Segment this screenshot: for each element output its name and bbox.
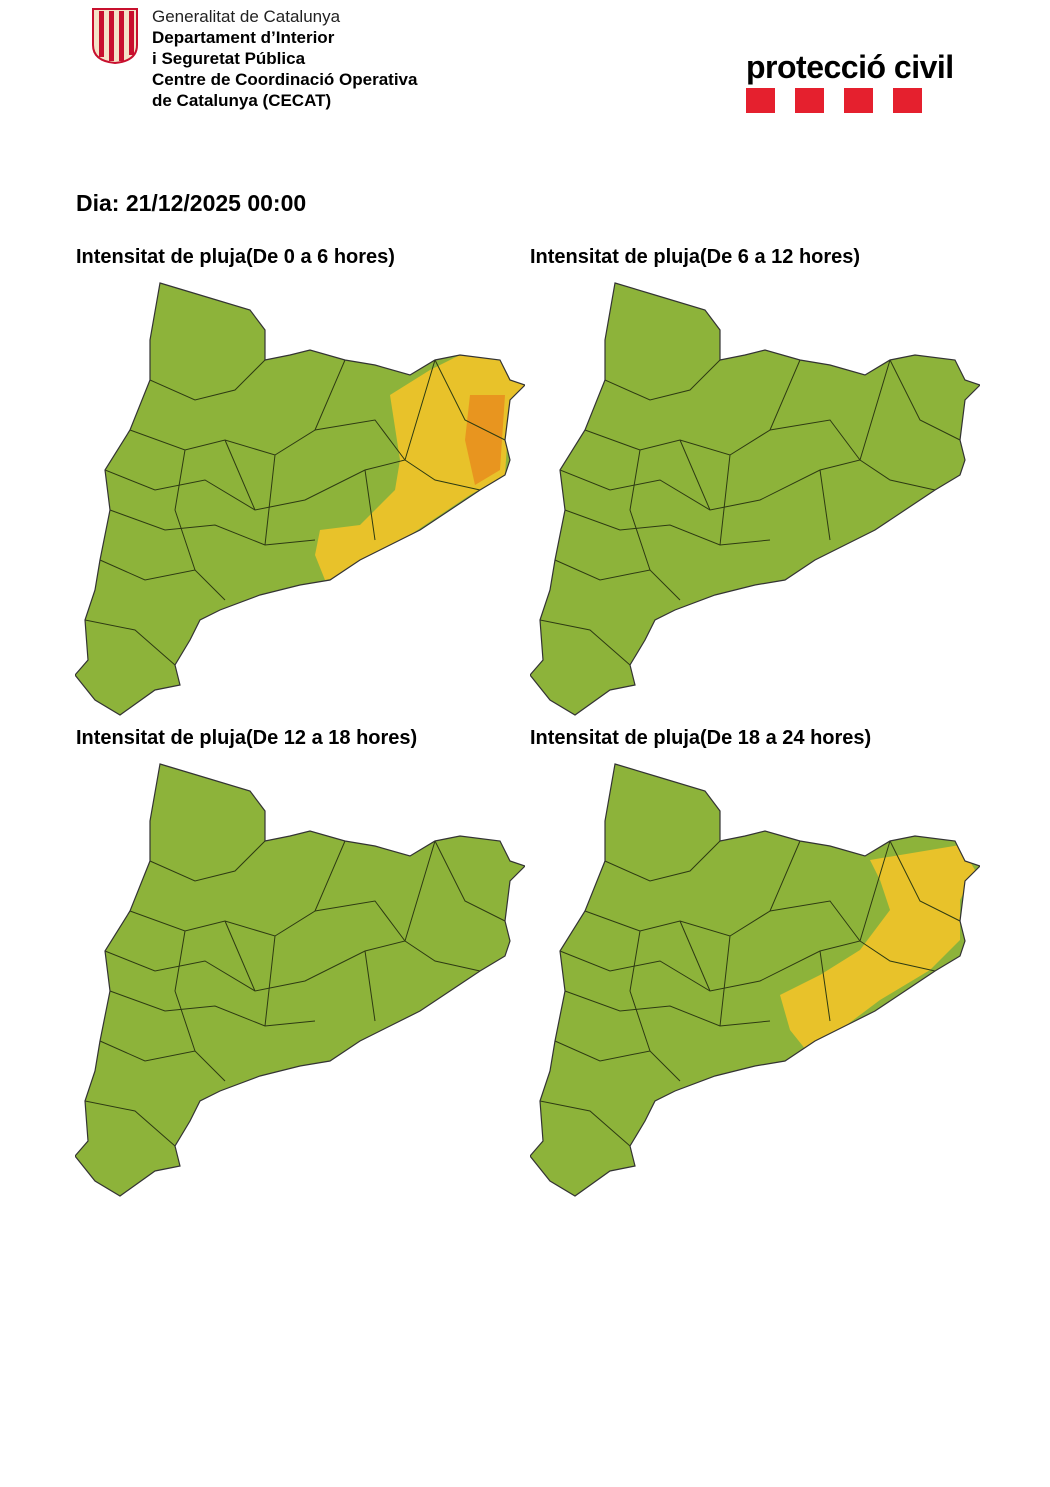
comarca-border bbox=[554, 559, 681, 601]
map-title-0-6: Intensitat de pluja(De 0 a 6 hores) bbox=[76, 246, 395, 268]
comarca-border bbox=[819, 469, 831, 541]
comarca-border bbox=[564, 990, 771, 1027]
comarca-border bbox=[109, 990, 316, 1027]
comarca-border bbox=[769, 419, 861, 461]
comarca-border bbox=[539, 619, 631, 666]
comarca-border bbox=[404, 940, 481, 972]
comarca-border bbox=[819, 950, 831, 1022]
rain-map-12-18 bbox=[75, 763, 525, 1197]
comarca-border bbox=[859, 940, 936, 972]
comarca-border bbox=[769, 900, 861, 942]
rain-map-0-6 bbox=[75, 282, 525, 716]
comarca-border bbox=[434, 359, 506, 441]
comarca-border bbox=[174, 449, 196, 571]
catalonia-outline bbox=[75, 763, 525, 1197]
brand-squares bbox=[746, 88, 954, 113]
comarca-border bbox=[174, 930, 196, 1052]
map-title-18-24: Intensitat de pluja(De 18 a 24 hores) bbox=[530, 727, 872, 749]
catalonia-outline bbox=[530, 282, 980, 716]
comarca-border bbox=[364, 950, 376, 1022]
org-line: i Seguretat Pública bbox=[152, 49, 306, 68]
comarca-border bbox=[109, 509, 316, 546]
comarca-border bbox=[679, 439, 711, 511]
org-line: Departament d’Interior bbox=[152, 28, 335, 47]
organization-name: Generalitat de Catalunya Departament d’I… bbox=[152, 6, 417, 111]
comarca-border bbox=[889, 840, 961, 922]
rain-zone-moderate bbox=[780, 845, 975, 1055]
catalonia-outline bbox=[75, 282, 525, 716]
catalonia-region-low bbox=[530, 764, 980, 1196]
comarca-border bbox=[264, 454, 276, 546]
comarca-border bbox=[149, 359, 266, 401]
catalonia-region-low bbox=[75, 764, 525, 1196]
comarca-border bbox=[364, 469, 376, 541]
comarca-border bbox=[84, 1100, 176, 1147]
comarca-border bbox=[559, 359, 891, 511]
brand-text: protecció civil bbox=[746, 49, 954, 85]
comarca-border bbox=[129, 359, 346, 456]
catalonia-region-low bbox=[530, 283, 980, 715]
comarca-border bbox=[629, 449, 651, 571]
proteccio-civil-logo: protecció civil bbox=[746, 48, 954, 113]
rain-map-6-12 bbox=[530, 282, 980, 716]
catalonia-outline bbox=[530, 763, 980, 1197]
comarca-border bbox=[564, 509, 771, 546]
rain-map-18-24 bbox=[530, 763, 980, 1197]
comarca-border bbox=[539, 1100, 631, 1147]
comarca-border bbox=[584, 359, 801, 456]
comarca-border bbox=[434, 840, 506, 922]
comarca-border bbox=[559, 840, 891, 992]
comarca-border bbox=[679, 920, 711, 992]
map-title-12-18: Intensitat de pluja(De 12 a 18 hores) bbox=[76, 727, 418, 749]
org-line: de Catalunya (CECAT) bbox=[152, 91, 332, 110]
comarca-border bbox=[554, 1040, 681, 1082]
comarca-border bbox=[604, 359, 721, 401]
comarca-border bbox=[99, 559, 226, 601]
comarca-border bbox=[719, 935, 731, 1027]
comarca-border bbox=[84, 619, 176, 666]
comarca-border bbox=[99, 1040, 226, 1082]
comarca-border bbox=[264, 935, 276, 1027]
comarca-border bbox=[129, 840, 346, 937]
comarca-border bbox=[104, 359, 436, 511]
comarca-border bbox=[859, 459, 936, 491]
comarca-border bbox=[889, 359, 961, 441]
forecast-date: Dia: 21/12/2025 00:00 bbox=[76, 190, 307, 216]
comarca-border bbox=[314, 419, 406, 461]
org-line: Generalitat de Catalunya bbox=[152, 7, 341, 26]
comarca-border bbox=[104, 840, 436, 992]
generalitat-seal-logo bbox=[92, 8, 138, 65]
comarca-border bbox=[404, 459, 481, 491]
comarca-border bbox=[719, 454, 731, 546]
rain-zone-high bbox=[465, 395, 505, 485]
comarca-border bbox=[224, 439, 256, 511]
map-title-6-12: Intensitat de pluja(De 6 a 12 hores) bbox=[530, 246, 861, 268]
comarca-border bbox=[149, 840, 266, 882]
comarca-border bbox=[584, 840, 801, 937]
org-line: Centre de Coordinació Operativa bbox=[152, 70, 418, 89]
comarca-border bbox=[604, 840, 721, 882]
comarca-border bbox=[314, 900, 406, 942]
comarca-border bbox=[629, 930, 651, 1052]
comarca-border bbox=[224, 920, 256, 992]
